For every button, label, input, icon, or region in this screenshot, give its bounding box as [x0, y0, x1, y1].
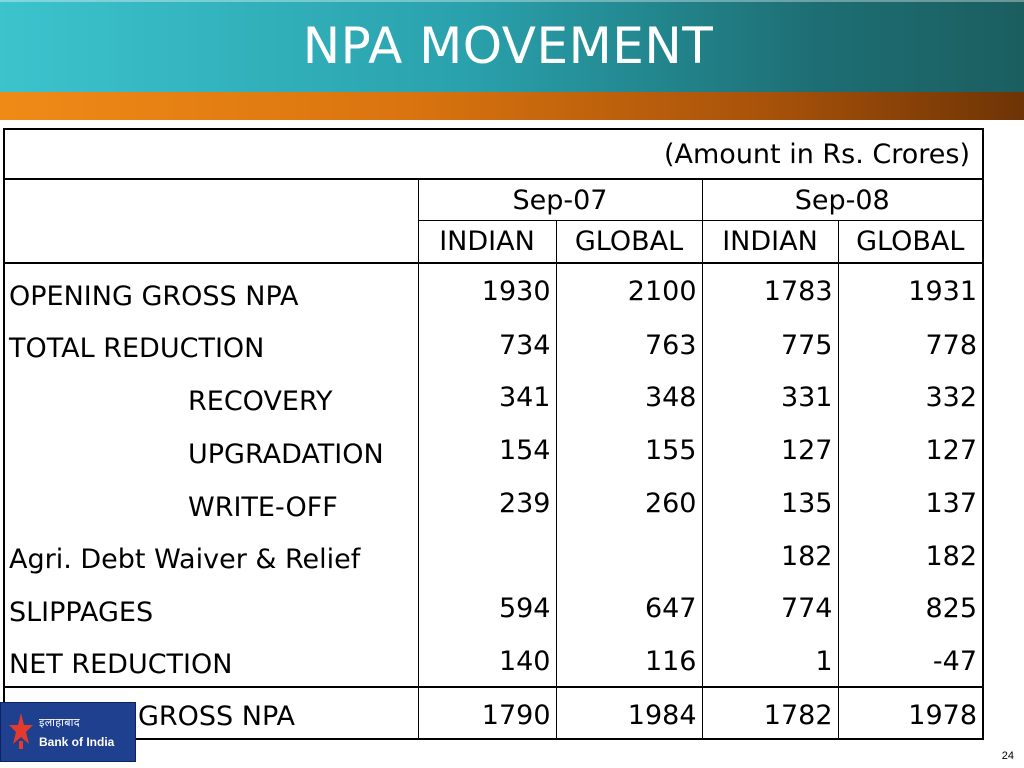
cell-value: 182	[837, 528, 985, 582]
subheader-global: GLOBAL	[837, 220, 985, 263]
row-label: NET REDUCTION	[3, 633, 418, 687]
cell-value: 775	[701, 317, 838, 371]
slide-title: NPA MOVEMENT	[302, 17, 714, 75]
bank-emblem-icon	[9, 713, 33, 749]
cell-value: 127	[701, 423, 838, 476]
amount-note: (Amount in Rs. Crores)	[2, 127, 985, 180]
cell-value: 1783	[701, 261, 838, 318]
logo-hindi-text: इलाहाबाद	[39, 716, 80, 729]
cell-value: 182	[701, 528, 838, 582]
cell-value	[555, 528, 702, 582]
period-header-sep07: Sep-07	[417, 178, 702, 221]
cell-value: 1931	[837, 261, 985, 318]
accent-bar	[0, 92, 1024, 120]
header-blank-cell	[3, 178, 418, 263]
cell-value: 1978	[837, 685, 985, 741]
bank-logo: इलाहाबाद Bank of India	[0, 702, 136, 762]
cell-value: 332	[837, 370, 985, 424]
subheader-global: GLOBAL	[555, 220, 702, 263]
cell-value: 1782	[701, 685, 838, 741]
cell-value: 135	[701, 475, 838, 529]
cell-value: 1930	[417, 261, 556, 318]
table-row: OPENING GROSS NPA 1930 2100 1783 1931	[3, 261, 985, 318]
cell-value: 734	[417, 317, 556, 371]
cell-value: 260	[555, 475, 702, 529]
cell-value: 1	[701, 633, 838, 687]
cell-value: 331	[701, 370, 838, 424]
cell-value: 155	[555, 423, 702, 476]
row-label: Agri. Debt Waiver & Relief	[3, 528, 418, 582]
cell-value: 341	[417, 370, 556, 424]
cell-value: 1984	[555, 685, 702, 741]
cell-value: 239	[417, 475, 556, 529]
cell-value: 825	[837, 581, 985, 634]
title-highlight	[0, 0, 1024, 2]
table-row: NET REDUCTION 140 116 1 -47	[3, 633, 985, 687]
cell-value: -47	[837, 633, 985, 687]
table-row: WRITE-OFF 239 260 135 137	[3, 475, 985, 529]
cell-value: 137	[837, 475, 985, 529]
cell-value: 154	[417, 423, 556, 476]
subheader-indian: INDIAN	[701, 220, 838, 263]
cell-value: 140	[417, 633, 556, 687]
cell-value: 594	[417, 581, 556, 634]
cell-value: 348	[555, 370, 702, 424]
cell-value: 1790	[417, 685, 556, 741]
row-label: SLIPPAGES	[3, 581, 418, 634]
table-row: TOTAL REDUCTION 734 763 775 778	[3, 317, 985, 371]
table-row: CLOSING GROSS NPA 1790 1984 1782 1978	[3, 685, 985, 741]
subheader-indian: INDIAN	[417, 220, 556, 263]
cell-value: 127	[837, 423, 985, 476]
cell-value: 774	[701, 581, 838, 634]
row-label: TOTAL REDUCTION	[3, 317, 418, 371]
row-label: RECOVERY	[3, 370, 418, 424]
title-bar: NPA MOVEMENT	[0, 0, 1024, 92]
table-row: SLIPPAGES 594 647 774 825	[3, 581, 985, 634]
period-header-sep08: Sep-08	[701, 178, 985, 221]
npa-movement-table: (Amount in Rs. Crores) Sep-07 Sep-08 IND…	[2, 127, 985, 741]
logo-english-text: Bank of India	[39, 735, 115, 749]
cell-value: 647	[555, 581, 702, 634]
cell-value: 763	[555, 317, 702, 371]
cell-value: 778	[837, 317, 985, 371]
row-label: UPGRADATION	[3, 423, 418, 476]
page-number: 24	[1001, 750, 1014, 762]
cell-value: 116	[555, 633, 702, 687]
cell-value: 2100	[555, 261, 702, 318]
table-row: UPGRADATION 154 155 127 127	[3, 423, 985, 476]
table-row: RECOVERY 341 348 331 332	[3, 370, 985, 424]
row-label: OPENING GROSS NPA	[3, 261, 418, 318]
table-row: Agri. Debt Waiver & Relief 182 182	[3, 528, 985, 582]
cell-value	[417, 528, 556, 582]
row-label: WRITE-OFF	[3, 475, 418, 529]
